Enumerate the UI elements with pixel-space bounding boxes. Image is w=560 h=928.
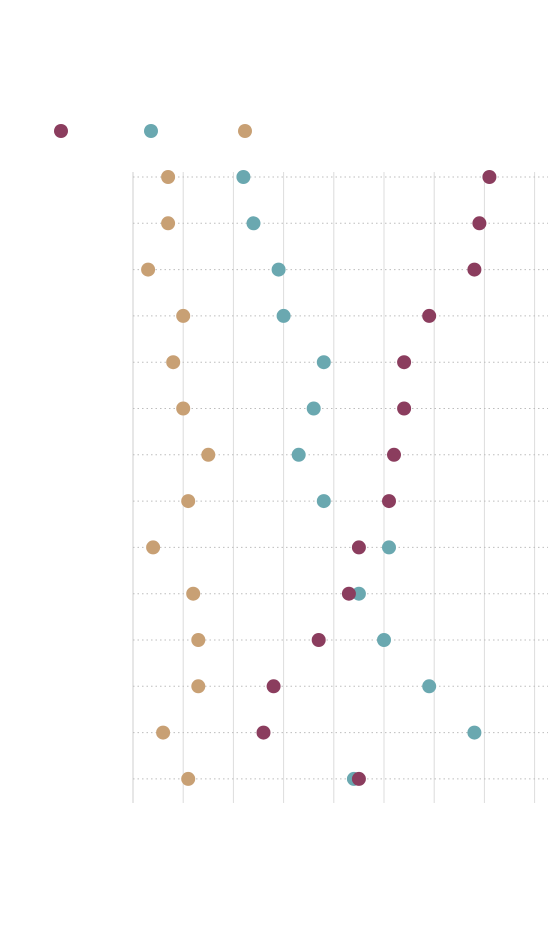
row-gridlines [133,176,548,780]
data-point-series-2-row-11[interactable] [377,633,391,647]
data-point-series-2-row-8[interactable] [316,494,331,509]
data-point-series-3-row-5[interactable] [166,355,181,370]
data-point-series-3-row-1[interactable] [161,170,176,184]
data-point-series-2-row-6[interactable] [306,401,321,416]
vertical-gridlines [132,172,536,803]
data-point-series-1-row-9[interactable] [351,540,366,555]
data-point-series-3-row-12[interactable] [191,679,206,694]
data-point-series-1-row-11[interactable] [311,633,326,647]
data-point-series-1-row-1[interactable] [482,170,497,184]
data-point-series-3-row-11[interactable] [191,633,206,647]
data-point-series-1-row-4[interactable] [422,308,437,323]
data-point-series-2-row-3[interactable] [271,262,286,277]
data-point-series-1-row-8[interactable] [382,494,396,509]
data-point-series-3-row-7[interactable] [201,447,216,462]
data-point-series-1-row-3[interactable] [467,262,482,277]
data-point-series-2-row-13[interactable] [467,725,482,740]
data-point-series-3-row-3[interactable] [141,262,156,277]
data-point-series-3-row-14[interactable] [181,771,196,786]
legend-swatch-series-2 [144,124,158,138]
data-point-series-2-row-4[interactable] [276,308,291,323]
data-point-series-1-row-12[interactable] [266,679,281,694]
data-point-series-2-row-10[interactable] [351,586,366,601]
data-point-series-2-row-7[interactable] [291,447,306,462]
data-point-series-2-row-9[interactable] [382,540,396,555]
data-point-series-1-row-10[interactable] [341,586,356,601]
data-point-series-1-row-5[interactable] [397,355,412,370]
data-point-series-1-row-6[interactable] [397,401,412,416]
data-point-series-3-row-9[interactable] [146,540,161,555]
data-point-series-1-row-14[interactable] [351,771,366,786]
legend-swatch-series-3 [238,124,252,138]
data-point-series-3-row-13[interactable] [156,725,171,740]
data-point-series-1-row-13[interactable] [256,725,271,740]
data-point-series-3-row-8[interactable] [181,494,196,509]
legend-swatch-series-1 [54,124,68,138]
data-point-series-2-row-12[interactable] [422,679,437,694]
data-points [141,170,497,786]
data-point-series-2-row-2[interactable] [246,216,261,231]
data-point-series-3-row-4[interactable] [176,308,191,323]
data-point-series-1-row-7[interactable] [387,447,401,462]
data-point-series-2-row-1[interactable] [236,170,251,184]
data-point-series-1-row-2[interactable] [472,216,487,231]
data-point-series-3-row-10[interactable] [186,586,201,601]
data-point-series-3-row-6[interactable] [176,401,191,416]
data-point-series-2-row-5[interactable] [316,355,331,370]
data-point-series-3-row-2[interactable] [161,216,176,231]
